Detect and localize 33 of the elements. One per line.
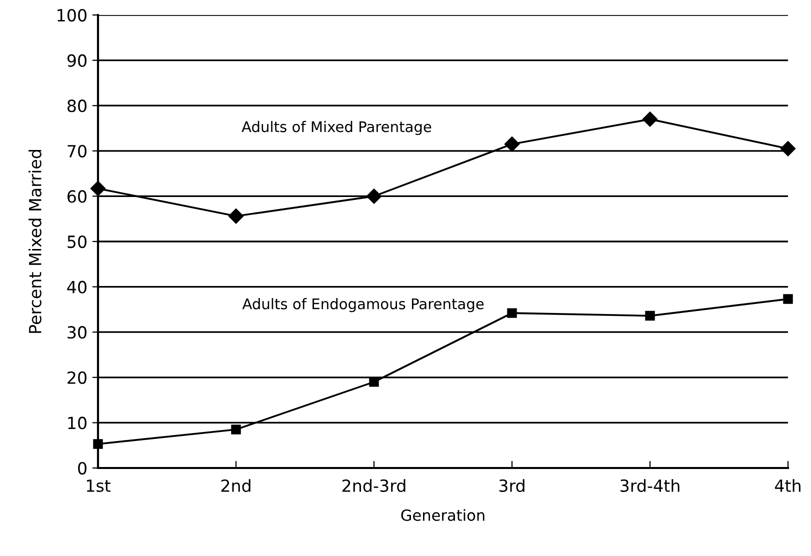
y-tick-label: 40	[67, 280, 86, 294]
y-tick-label: 20	[68, 371, 86, 384]
y-tick-label: 0	[78, 462, 86, 475]
y-tick-label: 30	[68, 326, 86, 339]
series-label: Adults of Endogamous Parentage	[242, 298, 484, 312]
point	[90, 180, 106, 196]
y-tick-label: 70	[68, 144, 86, 158]
text: Adults of Mixed Parentage	[242, 120, 432, 136]
y-tick-label: 90	[67, 54, 86, 67]
y-axis-title: Percent Mixed Married	[28, 150, 42, 333]
x-tick-label: 3rd	[499, 479, 524, 492]
point	[507, 308, 517, 318]
x-tick-label: 1st	[86, 480, 111, 492]
y-tick-label: 100	[58, 8, 86, 22]
point	[369, 377, 379, 387]
y-tick-label: 50	[68, 235, 86, 248]
y-tick-label: 60	[68, 190, 86, 203]
point	[642, 112, 658, 127]
point	[504, 136, 520, 152]
point	[228, 208, 244, 224]
y-tick-label: 10	[68, 416, 86, 430]
point	[93, 439, 103, 449]
point	[780, 141, 796, 156]
point	[783, 294, 793, 304]
y-tick-label: 80	[68, 100, 86, 112]
x-tick-label: 2nd-3rd	[342, 479, 406, 492]
x-tick-label: 3rd-4th	[620, 479, 680, 492]
point	[366, 188, 382, 204]
x-tick-label: 4th	[774, 479, 800, 492]
point	[231, 424, 241, 434]
point	[645, 310, 655, 321]
x-axis-title: Generation	[401, 509, 484, 521]
x-tick-label: 2nd	[221, 479, 250, 492]
